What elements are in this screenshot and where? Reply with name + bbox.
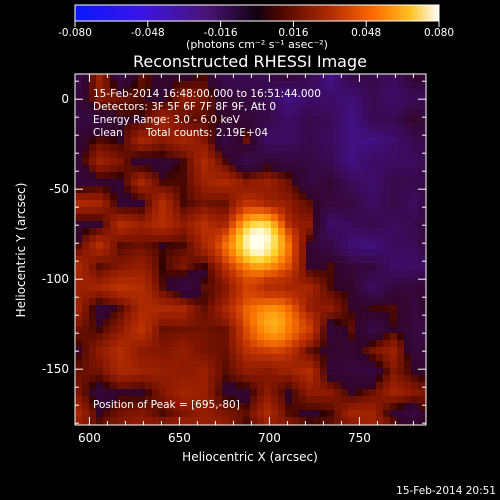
chart-title: Reconstructed RHESSI Image <box>133 52 367 71</box>
colorbar: -0.080 -0.048 -0.016 0.016 0.048 0.080 (photo… <box>58 4 454 51</box>
y-axis-label: Heliocentric Y (arcsec) <box>14 183 28 318</box>
colorbar-tick-label: 0.080 <box>424 27 454 39</box>
total-counts-label: Total counts: 2.19E+04 <box>145 127 268 139</box>
time-range-label: 15-Feb-2014 16:48:00.000 to 16:51:44.000 <box>93 88 321 100</box>
colorbar-tick-label: -0.048 <box>131 27 165 39</box>
y-tick-label: -150 <box>42 362 69 376</box>
energy-range-label: Energy Range: 3.0 - 6.0 keV <box>93 114 241 126</box>
colorbar-tick-label: -0.080 <box>58 27 92 39</box>
y-tick-label: -50 <box>49 182 69 196</box>
x-tick-label: 700 <box>258 431 281 445</box>
x-axis-label: Heliocentric X (arcsec) <box>182 450 318 464</box>
axis-ticks: 600 650 700 750 0 -50 -100 -150 <box>42 74 426 445</box>
x-tick-label: 600 <box>78 431 101 445</box>
annotation-block: 15-Feb-2014 16:48:00.000 to 16:51:44.000… <box>93 88 321 411</box>
plot-area: 600 650 700 750 0 -50 -100 -150 <box>42 73 427 445</box>
detectors-label: Detectors: 3F 5F 6F 7F 8F 9F, Att 0 <box>93 101 276 113</box>
colorbar-tick-label: -0.016 <box>204 27 238 39</box>
x-tick-label: 750 <box>348 431 371 445</box>
colorbar-tick-label: 0.048 <box>351 27 381 39</box>
y-tick-label: 0 <box>61 92 69 106</box>
colorbar-units-label: (photons cm⁻² s⁻¹ asec⁻²) <box>186 38 328 51</box>
x-tick-label: 650 <box>168 431 191 445</box>
plot-frame <box>74 73 427 426</box>
heatmap-image <box>75 74 426 425</box>
footer-timestamp: 15-Feb-2014 20:51 <box>396 485 496 497</box>
colorbar-strip <box>74 4 440 22</box>
method-label: Clean <box>93 127 123 139</box>
peak-position-label: Position of Peak = [695,-80] <box>93 399 240 411</box>
y-tick-label: -100 <box>42 272 69 286</box>
colorbar-tick-label: 0.016 <box>278 27 308 39</box>
colorbar-ticks: -0.080 -0.048 -0.016 0.016 0.048 0.080 <box>58 21 454 39</box>
